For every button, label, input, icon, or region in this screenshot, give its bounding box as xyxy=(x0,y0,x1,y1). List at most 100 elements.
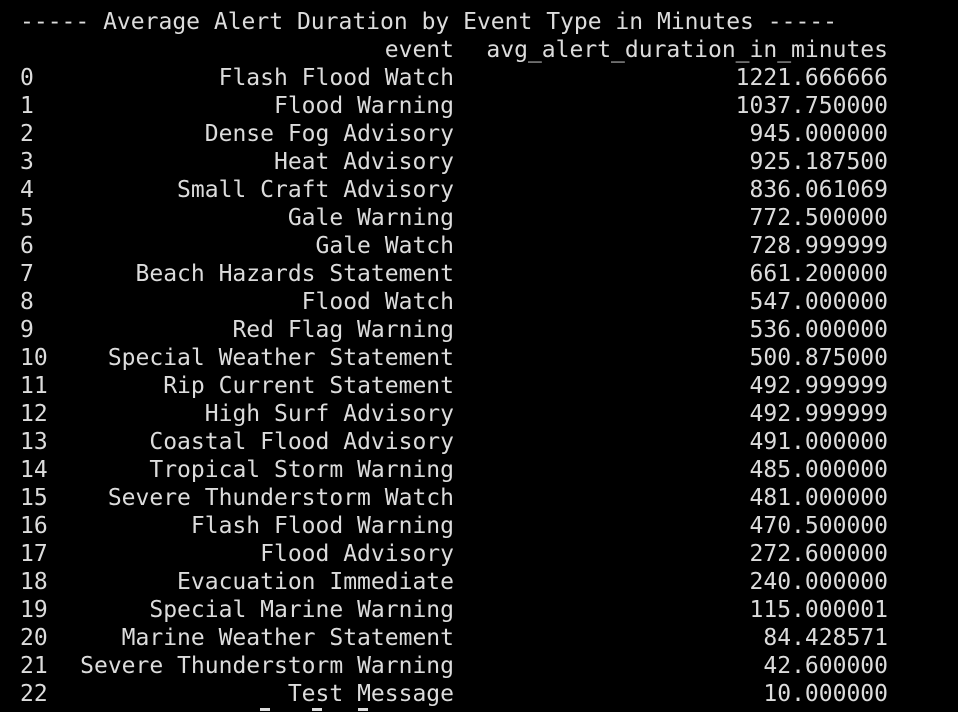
table-row: 3 Heat Advisory 925.187500 xyxy=(20,148,900,176)
table-row: 14 Tropical Storm Warning 485.000000 xyxy=(20,456,900,484)
row-index: 1 xyxy=(20,93,34,119)
row-avg-duration: 1037.750000 xyxy=(735,93,888,119)
row-avg-duration: 240.000000 xyxy=(749,569,888,595)
column-header-event: event xyxy=(384,37,454,63)
table-row: 17 Flood Advisory 272.600000 xyxy=(20,540,900,568)
row-event: Gale Warning xyxy=(287,205,454,231)
row-event: Flood Watch xyxy=(301,289,454,315)
row-event: Evacuation Immediate xyxy=(177,569,454,595)
table-row: 13 Coastal Flood Advisory 491.000000 xyxy=(20,428,900,456)
row-event: Gale Watch xyxy=(315,233,454,259)
row-index: 20 xyxy=(20,625,48,651)
row-avg-duration: 470.500000 xyxy=(749,513,888,539)
row-event: Test Message xyxy=(287,681,454,707)
row-avg-duration: 547.000000 xyxy=(749,289,888,315)
table-row: 0 Flash Flood Watch 1221.666666 xyxy=(20,64,900,92)
row-index: 22 xyxy=(20,681,48,707)
row-index: 9 xyxy=(20,317,34,343)
row-event: Special Weather Statement xyxy=(107,345,454,371)
table-row: 20 Marine Weather Statement 84.428571 xyxy=(20,624,900,652)
row-avg-duration: 836.061069 xyxy=(749,177,888,203)
row-index: 7 xyxy=(20,261,34,287)
table-row: 8 Flood Watch 547.000000 xyxy=(20,288,900,316)
row-avg-duration: 492.999999 xyxy=(749,401,888,427)
row-event: Special Marine Warning xyxy=(149,597,454,623)
row-avg-duration: 42.600000 xyxy=(763,653,888,679)
table-row: 22 Test Message 10.000000 xyxy=(20,680,900,708)
row-index: 0 xyxy=(20,65,34,91)
table-row: 21 Severe Thunderstorm Warning 42.600000 xyxy=(20,652,900,680)
row-avg-duration: 661.200000 xyxy=(749,261,888,287)
row-index: 6 xyxy=(20,233,34,259)
row-index: 11 xyxy=(20,373,48,399)
table-row: 12 High Surf Advisory 492.999999 xyxy=(20,400,900,428)
row-index: 13 xyxy=(20,429,48,455)
row-event: Flood Warning xyxy=(273,93,454,119)
row-index: 4 xyxy=(20,177,34,203)
row-event: Severe Thunderstorm Warning xyxy=(80,653,454,679)
row-event: Coastal Flood Advisory xyxy=(149,429,454,455)
row-index: 2 xyxy=(20,121,34,147)
row-index: 17 xyxy=(20,541,48,567)
output-title: ----- Average Alert Duration by Event Ty… xyxy=(20,9,837,35)
table-row: 15 Severe Thunderstorm Watch 481.000000 xyxy=(20,484,900,512)
row-avg-duration: 481.000000 xyxy=(749,485,888,511)
row-index: 19 xyxy=(20,597,48,623)
row-event: Red Flag Warning xyxy=(232,317,454,343)
table-row: 5 Gale Warning 772.500000 xyxy=(20,204,900,232)
row-event: Beach Hazards Statement xyxy=(135,261,455,287)
row-index: 12 xyxy=(20,401,48,427)
row-index: 14 xyxy=(20,457,48,483)
row-index: 16 xyxy=(20,513,48,539)
row-avg-duration: 492.999999 xyxy=(749,373,888,399)
row-avg-duration: 1221.666666 xyxy=(735,65,888,91)
row-event: Rip Current Statement xyxy=(163,373,454,399)
table-header-row: event avg_alert_duration_in_minutes xyxy=(20,36,900,64)
row-avg-duration: 536.000000 xyxy=(749,317,888,343)
table-row: 2 Dense Fog Advisory 945.000000 xyxy=(20,120,900,148)
row-index: 8 xyxy=(20,289,34,315)
clipped-glyph xyxy=(260,708,270,711)
row-event: Flash Flood Warning xyxy=(190,513,454,539)
row-event: Tropical Storm Warning xyxy=(149,457,454,483)
row-avg-duration: 84.428571 xyxy=(763,625,888,651)
row-avg-duration: 10.000000 xyxy=(763,681,888,707)
clipped-glyph xyxy=(312,708,322,711)
row-index: 3 xyxy=(20,149,34,175)
row-event: Dense Fog Advisory xyxy=(204,121,454,147)
row-event: Flood Advisory xyxy=(260,541,454,567)
row-event: Flash Flood Watch xyxy=(218,65,454,91)
row-avg-duration: 772.500000 xyxy=(749,205,888,231)
row-index: 21 xyxy=(20,653,48,679)
row-avg-duration: 945.000000 xyxy=(749,121,888,147)
table-row: 18 Evacuation Immediate 240.000000 xyxy=(20,568,900,596)
row-index: 5 xyxy=(20,205,34,231)
table-row: 10 Special Weather Statement 500.875000 xyxy=(20,344,900,372)
row-avg-duration: 500.875000 xyxy=(749,345,888,371)
column-header-avg-alert-duration: avg_alert_duration_in_minutes xyxy=(486,37,888,63)
row-avg-duration: 272.600000 xyxy=(749,541,888,567)
row-avg-duration: 115.000001 xyxy=(749,597,888,623)
clipped-glyph xyxy=(358,708,368,711)
row-avg-duration: 728.999999 xyxy=(749,233,888,259)
table-row: 6 Gale Watch 728.999999 xyxy=(20,232,900,260)
row-avg-duration: 491.000000 xyxy=(749,429,888,455)
row-event: Small Craft Advisory xyxy=(177,177,454,203)
row-event: Severe Thunderstorm Watch xyxy=(107,485,454,511)
row-event: Heat Advisory xyxy=(273,149,454,175)
row-index: 15 xyxy=(20,485,48,511)
table-row: 16 Flash Flood Warning 470.500000 xyxy=(20,512,900,540)
table-row: 4 Small Craft Advisory 836.061069 xyxy=(20,176,900,204)
table-row: 1 Flood Warning 1037.750000 xyxy=(20,92,900,120)
row-avg-duration: 485.000000 xyxy=(749,457,888,483)
clipped-output-line xyxy=(20,708,900,712)
table-row: 19 Special Marine Warning 115.000001 xyxy=(20,596,900,624)
table-row: 9 Red Flag Warning 536.000000 xyxy=(20,316,900,344)
row-avg-duration: 925.187500 xyxy=(749,149,888,175)
row-event: Marine Weather Statement xyxy=(121,625,454,651)
row-index: 10 xyxy=(20,345,48,371)
table-row: 7 Beach Hazards Statement 661.200000 xyxy=(20,260,900,288)
row-event: High Surf Advisory xyxy=(204,401,454,427)
row-index: 18 xyxy=(20,569,48,595)
